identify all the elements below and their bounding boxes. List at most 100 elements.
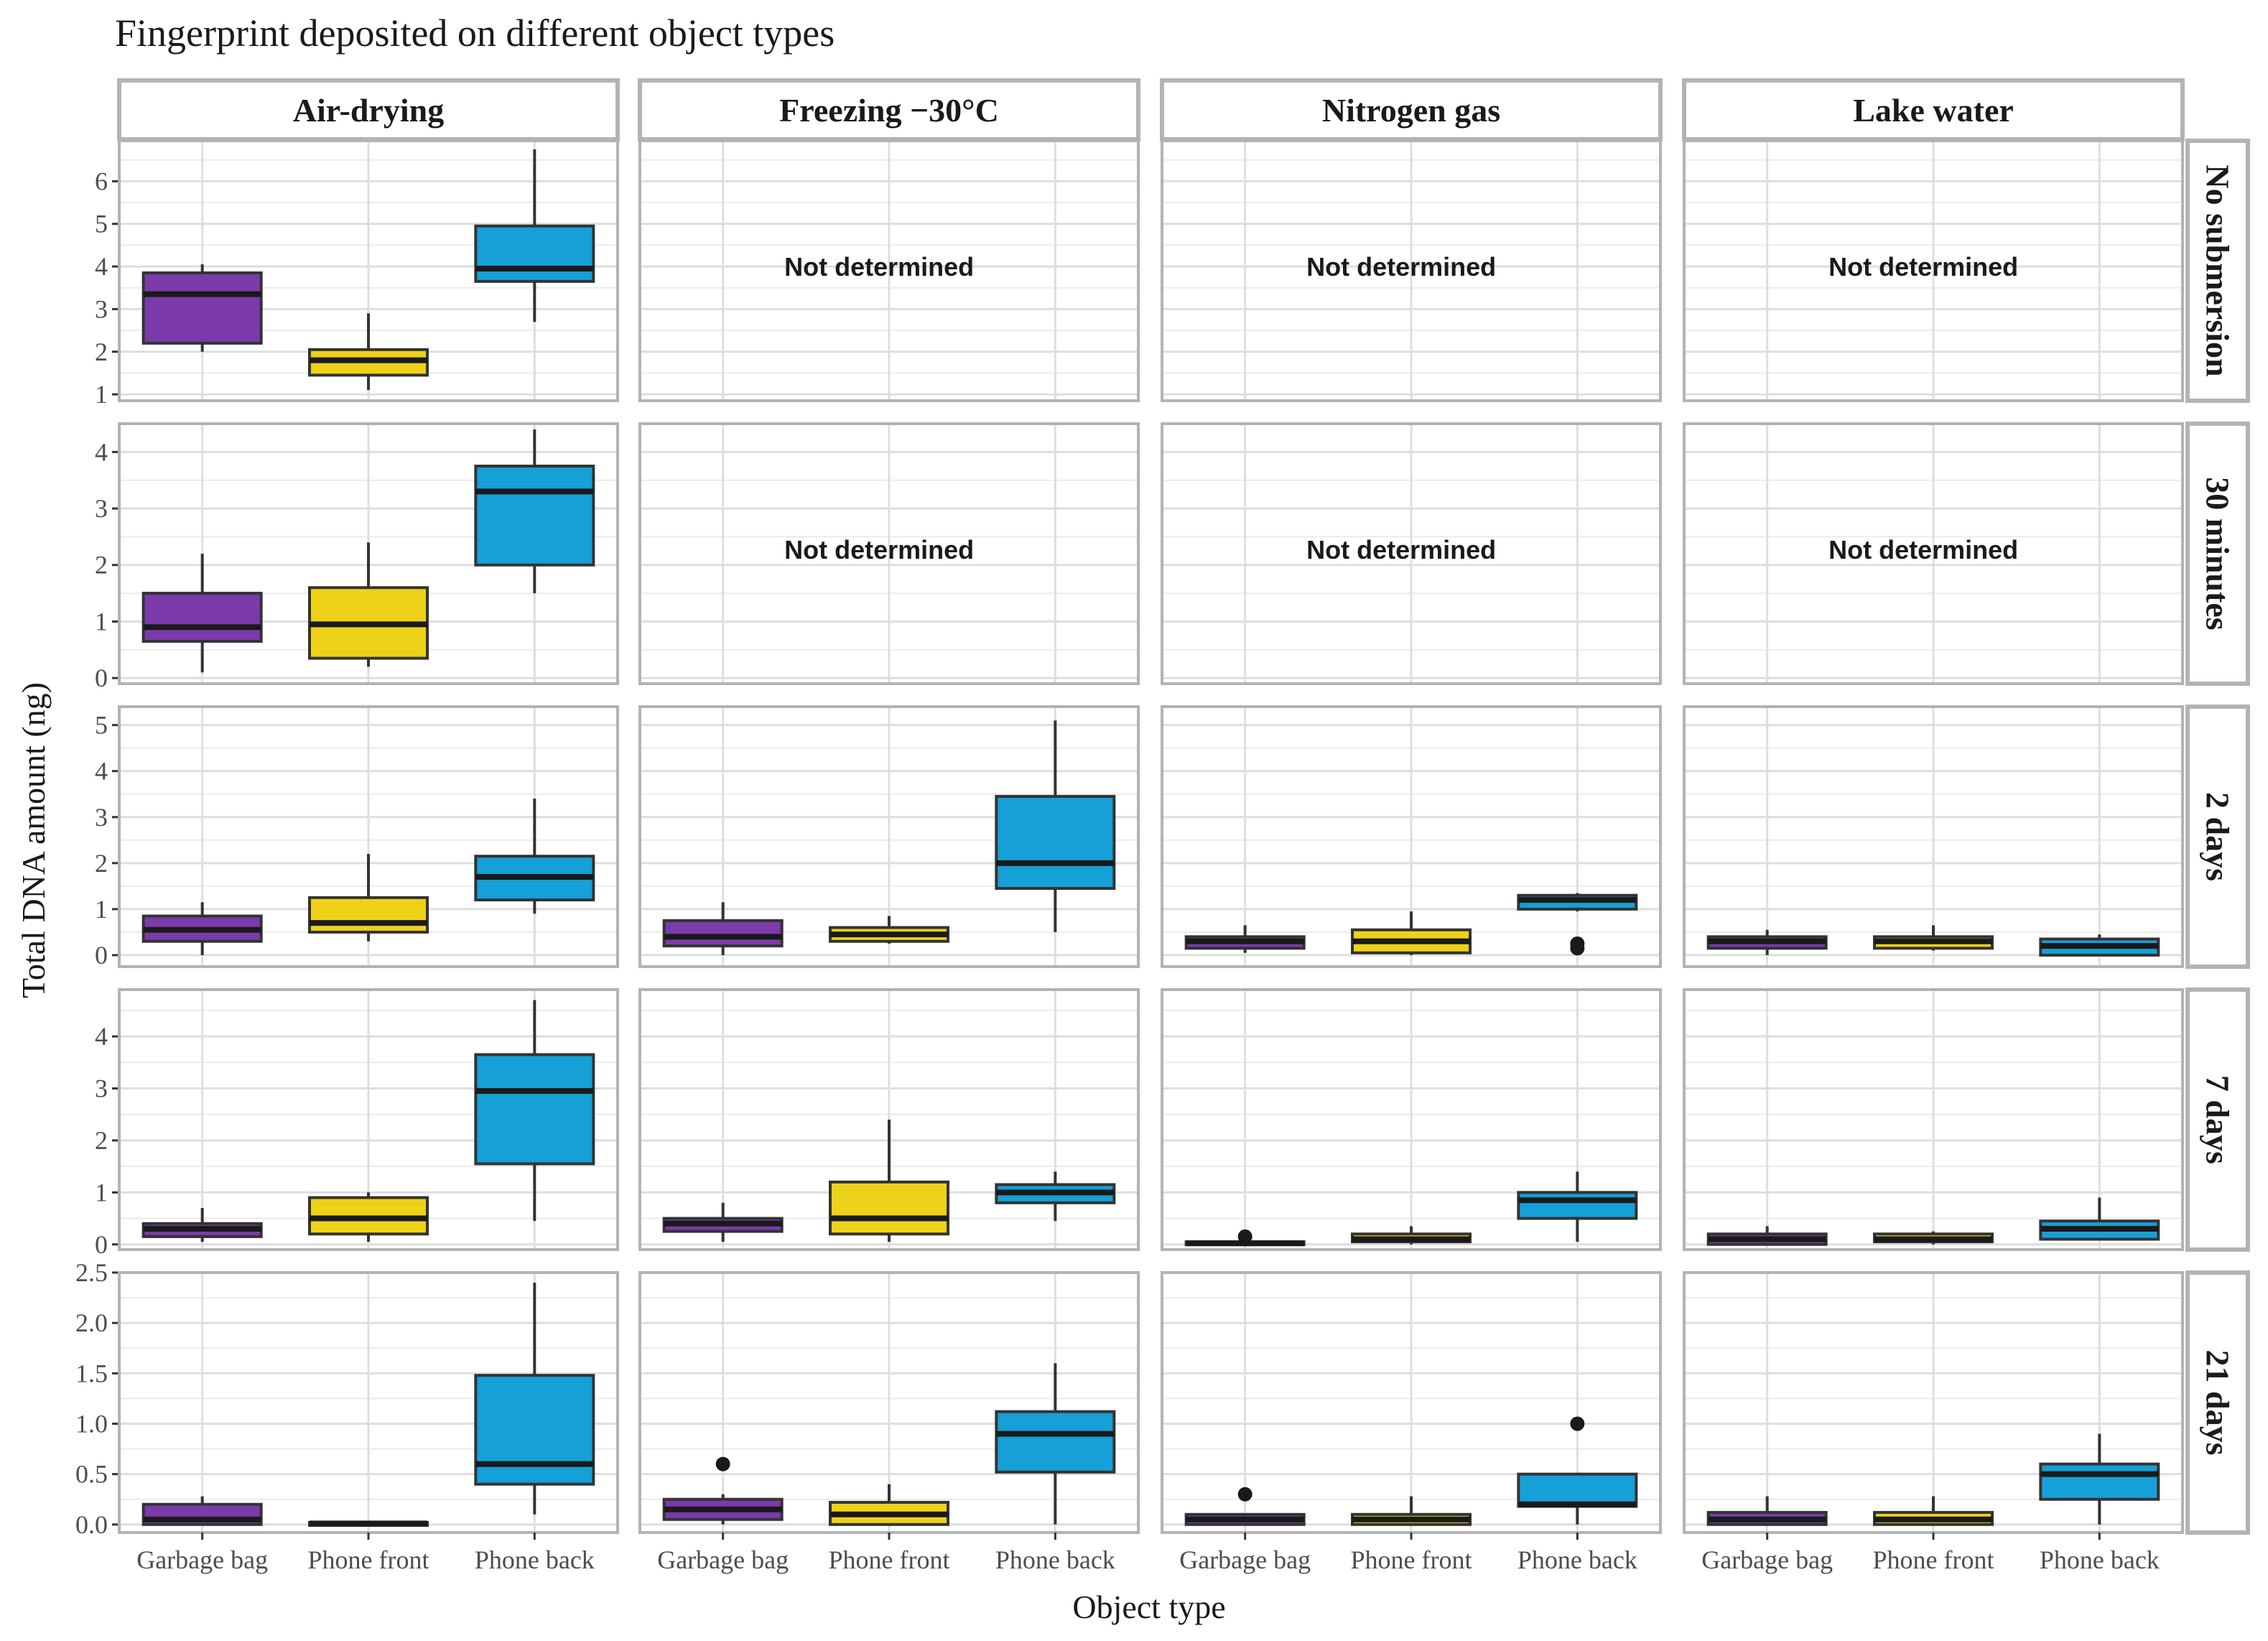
iqr-box — [141, 592, 263, 643]
y-tick-label: 0.0 — [75, 1510, 108, 1539]
x-tick-label: Phone back — [1518, 1545, 1637, 1574]
not-determined-label: Not determined — [1306, 252, 1496, 282]
box-phone-front — [308, 542, 429, 667]
box-phone-back — [2039, 934, 2160, 957]
column-strip-label: Nitrogen gas — [1322, 92, 1500, 129]
box-garbage-bag — [1184, 1229, 1306, 1247]
box-garbage-bag — [141, 902, 263, 955]
y-tick-label: 2 — [95, 551, 108, 580]
panel-border — [638, 139, 1140, 402]
box-garbage-bag — [1706, 1226, 1828, 1246]
panel-r3-c0: 0 1 2 3 4 — [95, 988, 619, 1259]
y-tick-label: 3 — [95, 494, 108, 523]
panel-border — [118, 988, 619, 1251]
outlier-point — [715, 1456, 730, 1472]
panel-border — [638, 422, 1140, 685]
panel-r1-c0: 0 1 2 3 4 — [95, 422, 619, 692]
box-garbage-bag — [1706, 1496, 1828, 1526]
row-strip-label: No submersion — [2200, 164, 2236, 376]
box-phone-back — [474, 1000, 595, 1222]
x-tick-label: Garbage bag — [1179, 1545, 1311, 1574]
y-tick-label: 5 — [95, 210, 108, 238]
y-tick-label: 0 — [95, 664, 108, 692]
not-determined-label: Not determined — [1828, 252, 2018, 282]
panel-r0-c0: 1 2 3 4 5 6 — [95, 139, 619, 409]
row-strip-21-days — [2185, 1270, 2250, 1535]
box-phone-front — [1873, 925, 1994, 951]
outlier-point — [1570, 936, 1585, 951]
box-garbage-bag — [1706, 929, 1828, 955]
y-tick-label: 3 — [95, 294, 108, 323]
y-tick-label: 6 — [95, 167, 108, 195]
y-tick-label: 1 — [95, 895, 108, 924]
box-phone-front — [829, 1484, 949, 1526]
column-strip-label: Freezing −30°C — [779, 92, 999, 129]
box-phone-back — [474, 1283, 595, 1515]
box-garbage-bag — [141, 1496, 263, 1526]
y-tick-label: 4 — [95, 757, 108, 786]
box-phone-front — [1873, 1496, 1994, 1526]
panel-r4-c3: Garbage bag Phone front Phone back — [1683, 1271, 2184, 1574]
box-garbage-bag — [1184, 1487, 1306, 1526]
x-tick-label: Phone back — [995, 1545, 1115, 1574]
not-determined-label: Not determined — [1828, 535, 2018, 564]
y-tick-label: 1 — [95, 607, 108, 636]
panel-r1-c3: Not determined — [1683, 422, 2184, 685]
iqr-box — [474, 1053, 595, 1166]
y-tick-label: 3 — [95, 803, 108, 832]
x-tick-label: Phone front — [308, 1545, 429, 1574]
x-tick-label: Garbage bag — [1701, 1545, 1833, 1574]
panel-border — [638, 988, 1140, 1251]
box-garbage-bag — [1184, 925, 1306, 953]
row-strip-2-days — [2185, 705, 2250, 969]
box-phone-front — [308, 1520, 429, 1527]
iqr-box — [829, 1180, 949, 1236]
panel-border — [1161, 139, 1662, 402]
iqr-box — [141, 271, 263, 345]
column-strip-label: Lake water — [1853, 92, 2014, 129]
y-tick-label: 0 — [95, 941, 108, 970]
x-tick-label: Phone back — [475, 1545, 595, 1574]
panel-r2-c1 — [638, 705, 1140, 968]
y-tick-label: 2 — [95, 849, 108, 878]
box-phone-back — [474, 429, 595, 594]
not-determined-label: Not determined — [1306, 535, 1496, 564]
panel-r3-c2 — [1161, 988, 1662, 1251]
row-strip-7-days — [2185, 987, 2250, 1252]
box-phone-back — [995, 1363, 1116, 1525]
x-tick-label: Phone back — [2040, 1545, 2160, 1574]
box-phone-front — [308, 313, 429, 391]
x-tick-label: Phone front — [1351, 1545, 1472, 1574]
y-tick-label: 0.5 — [75, 1460, 108, 1489]
column-strip-lake-water — [1682, 78, 2185, 141]
panel-r0-c2: Not determined — [1161, 139, 1662, 402]
iqr-box — [474, 1374, 595, 1486]
y-tick-label: 2 — [95, 338, 108, 366]
panel-r4-c2: Garbage bag Phone front Phone back — [1161, 1271, 1662, 1574]
box-phone-back — [2039, 1433, 2160, 1525]
panel-r2-c2 — [1161, 705, 1662, 968]
panel-r1-c2: Not determined — [1161, 422, 1662, 685]
chart-title: Fingerprint deposited on different objec… — [115, 11, 835, 55]
box-phone-front — [1351, 1226, 1472, 1245]
y-tick-label: 4 — [95, 1022, 108, 1051]
row-strip-30-minutes — [2185, 422, 2250, 686]
outlier-point — [1237, 1487, 1252, 1502]
panel-border — [638, 705, 1140, 968]
box-garbage-bag — [662, 1456, 784, 1525]
box-phone-front — [308, 854, 429, 942]
row-strip-label: 7 days — [2200, 1075, 2236, 1164]
box-phone-back — [1517, 893, 1638, 956]
box-phone-back — [2039, 1197, 2160, 1241]
y-tick-label: 1 — [95, 380, 108, 409]
y-tick-label: 3 — [95, 1074, 108, 1103]
box-phone-front — [829, 1120, 949, 1242]
box-phone-front — [1351, 911, 1472, 955]
y-tick-label: 1.0 — [75, 1409, 108, 1438]
iqr-box — [308, 896, 429, 934]
box-phone-back — [995, 720, 1116, 932]
box-phone-front — [308, 1192, 429, 1242]
box-phone-back — [474, 149, 595, 322]
box-phone-front — [829, 916, 949, 944]
